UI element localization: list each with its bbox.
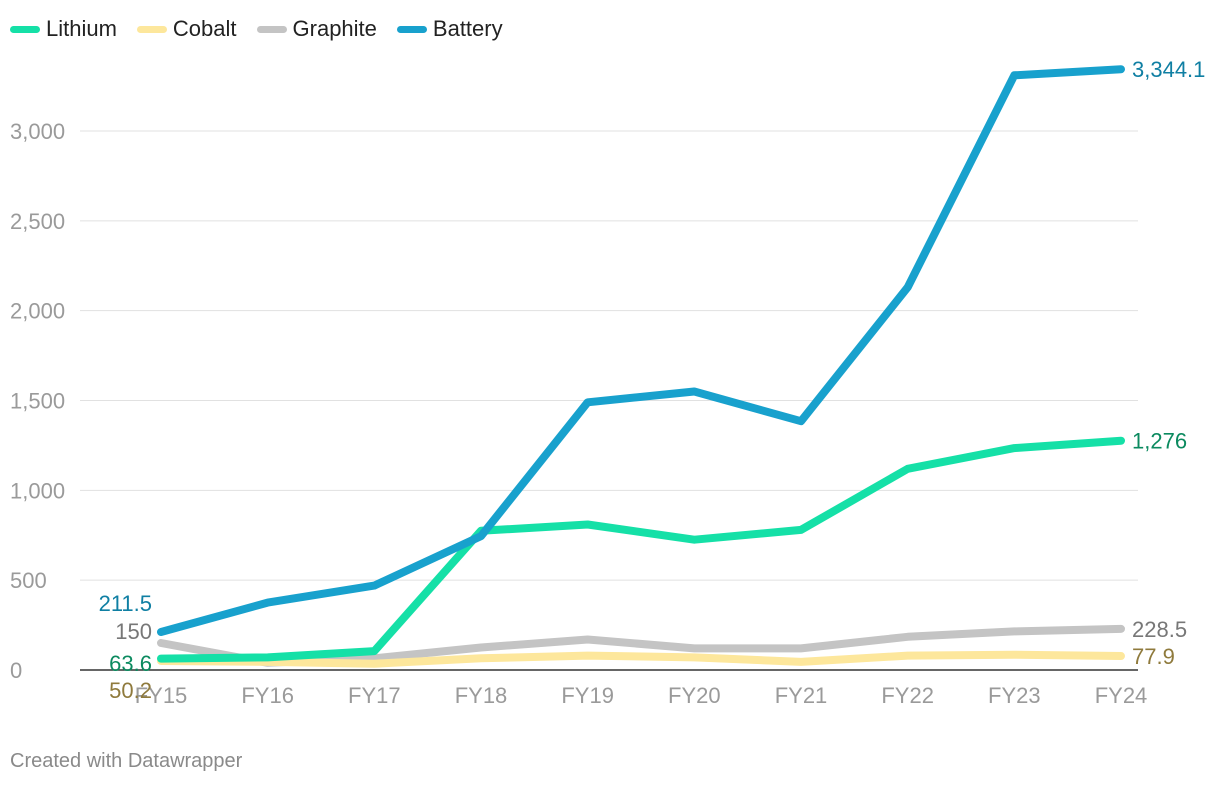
x-tick-label: FY18 [455,683,508,708]
x-tick-label: FY17 [348,683,401,708]
start-label-graphite: 150 [115,619,152,644]
legend-item-lithium: Lithium [10,16,117,42]
legend-label-graphite: Graphite [292,16,377,41]
end-label-battery: 3,344.1 [1132,57,1205,82]
series-line-battery [157,65,1125,636]
legend: Lithium Cobalt Graphite Battery [10,16,523,42]
start-label-cobalt: 50.2 [109,678,152,703]
y-tick-label: 2,500 [10,209,65,234]
legend-item-cobalt: Cobalt [136,16,237,42]
series-line-lithium [157,436,1125,663]
start-label-lithium: 63.6 [109,651,152,676]
x-tick-label: FY22 [881,683,934,708]
legend-swatch-cobalt [136,25,167,33]
legend-item-battery: Battery [396,16,503,42]
x-tick-label: FY21 [775,683,828,708]
x-tick-label: FY20 [668,683,721,708]
x-tick-label: FY16 [241,683,294,708]
legend-item-graphite: Graphite [256,16,377,42]
x-tick-label: FY23 [988,683,1041,708]
start-label-battery: 211.5 [99,591,152,616]
series-line-cobalt [157,650,1125,668]
y-tick-label: 3,000 [10,119,65,144]
y-tick-label: 1,500 [10,389,65,414]
y-tick-label: 500 [10,568,47,593]
x-tick-label: FY24 [1095,683,1148,708]
footer-credit: Created with Datawrapper [10,750,243,772]
legend-label-lithium: Lithium [46,16,117,41]
end-label-cobalt: 77.9 [1132,644,1175,669]
y-tick-label: 2,000 [10,299,65,324]
y-tick-label: 1,000 [10,478,65,503]
legend-label-battery: Battery [432,16,503,41]
y-tick-label: 0 [10,658,22,683]
legend-swatch-lithium [10,25,40,33]
legend-swatch-graphite [256,25,287,33]
end-label-lithium: 1,276 [1132,429,1187,454]
end-label-graphite: 228.5 [1132,617,1187,642]
x-tick-label: FY19 [561,683,614,708]
legend-label-cobalt: Cobalt [172,16,237,41]
legend-swatch-battery [396,25,427,33]
x-tick-label: FY15 [135,683,188,708]
